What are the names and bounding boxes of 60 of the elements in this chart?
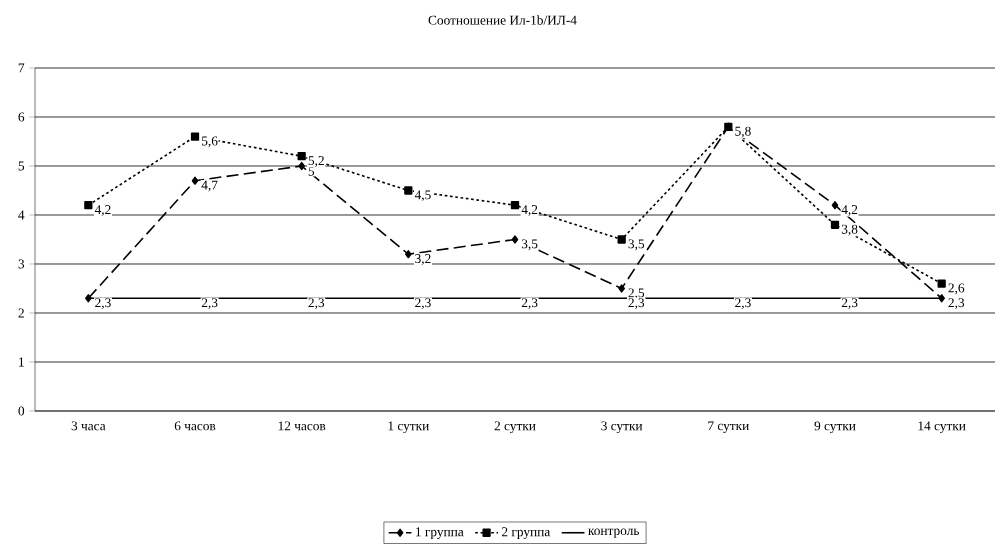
- data-label: 2,3: [415, 298, 431, 310]
- x-tick-label: 3 часа: [71, 421, 106, 431]
- y-tick-label: 7: [18, 63, 25, 73]
- x-tick-label: 14 сутки: [918, 421, 966, 434]
- point: [404, 186, 413, 195]
- point: [84, 201, 93, 210]
- data-label: 5: [308, 166, 315, 176]
- data-label: 2,3: [948, 298, 965, 310]
- point: [938, 294, 945, 303]
- y-tick-label: 0: [18, 406, 25, 416]
- data-label: 4,5: [414, 190, 431, 202]
- x-tick-label: 12 часов: [278, 421, 326, 431]
- point: [405, 250, 412, 259]
- x-tick-label: 7 сутки: [708, 421, 749, 433]
- point: [190, 132, 200, 141]
- data-label: 4,2: [94, 205, 111, 216]
- point: [618, 284, 625, 293]
- data-label: 3,2: [415, 254, 431, 265]
- data-label: 2,6: [948, 283, 965, 295]
- point: [191, 176, 199, 185]
- point: [830, 220, 840, 229]
- data-label: 5,2: [308, 156, 324, 167]
- data-label: 3,5: [628, 239, 645, 251]
- y-tick-label: 1: [19, 357, 24, 367]
- data-label: 5,6: [202, 136, 218, 148]
- data-label: 4,7: [201, 180, 218, 192]
- x-tick-label: 2 сутки: [494, 421, 536, 434]
- x-tick-label: 6 часов: [174, 421, 216, 431]
- y-tick-label: 3: [18, 259, 25, 269]
- data-label: 3,5: [521, 239, 538, 251]
- data-label: 2,3: [308, 298, 325, 310]
- legend-label: 1 группа: [416, 527, 464, 540]
- point: [510, 201, 520, 210]
- x-tick-label: 3 сутки: [601, 421, 643, 434]
- y-tick-label: 6: [18, 112, 25, 122]
- x-tick-label: 9 сутки: [814, 421, 856, 434]
- data-label: 3,8: [841, 224, 858, 236]
- y-tick-label: 5: [18, 161, 25, 171]
- data-label: 2,3: [521, 298, 538, 310]
- data-label: 2,3: [841, 298, 858, 310]
- point: [85, 294, 92, 303]
- data-label: 2,3: [201, 298, 218, 310]
- point: [511, 235, 519, 244]
- data-label: 2,3: [95, 298, 111, 310]
- data-label: 2,3: [628, 298, 645, 310]
- legend-label: контроль: [588, 528, 640, 538]
- legend-label: 2 группа: [502, 527, 551, 540]
- data-label: 4,2: [521, 205, 538, 216]
- y-tick-label: 2: [18, 308, 24, 318]
- point: [831, 201, 839, 210]
- point: [298, 161, 305, 171]
- x-tick-label: 1 сутки: [388, 421, 429, 434]
- point: [297, 152, 306, 161]
- point: [617, 235, 626, 244]
- data-label: 4,2: [841, 205, 858, 216]
- y-tick-label: 4: [18, 210, 25, 220]
- data-label: 2,3: [735, 298, 751, 310]
- chart-title: Соотношение Ил-1b/ИЛ-4: [428, 15, 577, 25]
- data-label: 5,8: [735, 126, 751, 138]
- point: [937, 279, 946, 288]
